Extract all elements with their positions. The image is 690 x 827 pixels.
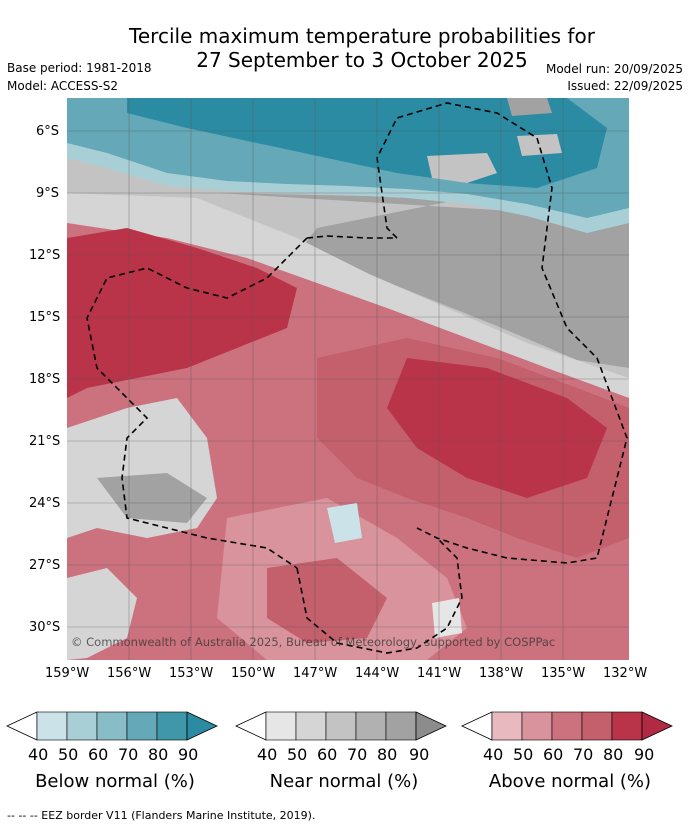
above-normal-colorbar-max-extend	[641, 711, 673, 741]
near-normal-patch-1	[427, 153, 497, 183]
lat-label-24s: 24°S	[29, 496, 61, 511]
near-normal-patch-3	[507, 98, 552, 116]
above-normal-colorbar-min-extend	[461, 711, 493, 741]
lat-label-15s: 15°S	[29, 310, 61, 325]
lat-label-30s: 30°S	[29, 620, 61, 635]
lat-label-18s: 18°S	[29, 372, 61, 387]
above-normal-colorbar-segment	[521, 711, 553, 741]
lon-label-156w: 156°W	[107, 666, 152, 681]
above-normal-colorbar-segment	[551, 711, 583, 741]
base-period: Base period: 1981-2018	[7, 61, 152, 75]
lon-label-138w: 138°W	[479, 666, 524, 681]
legend-colorbars	[6, 711, 673, 741]
legend1-tick-80: 80	[377, 745, 398, 764]
issued-date: Issued: 22/09/2025	[567, 79, 683, 93]
near-normal-colorbar-min-extend	[235, 711, 267, 741]
lon-label-135w: 135°W	[541, 666, 586, 681]
near-normal-colorbar-segment	[265, 711, 297, 741]
below-normal-colorbar-segment	[96, 711, 128, 741]
near-normal-colorbar	[235, 711, 447, 741]
legend1-tick-50: 50	[287, 745, 308, 764]
legend1-tick-70: 70	[347, 745, 368, 764]
legend-above-normal-label: Above normal (%)	[488, 771, 652, 792]
eez-border-center	[296, 235, 463, 654]
model-run: Model run: 20/09/2025	[545, 62, 683, 76]
below-normal-small-patch	[327, 503, 362, 543]
below-normal-colorbar-segment	[66, 711, 98, 741]
above-normal-colorbar-segment	[581, 711, 613, 741]
near-normal-south-patch	[67, 568, 137, 660]
legend2-tick-40: 40	[483, 745, 504, 764]
lon-label-141w: 141°W	[417, 666, 462, 681]
near-normal-colorbar-max-extend	[415, 711, 447, 741]
above-normal-colorbar-segment	[611, 711, 643, 741]
lon-label-159w: 159°W	[45, 666, 90, 681]
above-normal-core-east-dark	[387, 358, 607, 498]
lon-label-147w: 147°W	[293, 666, 338, 681]
legend-near-normal-label: Near normal (%)	[269, 771, 419, 792]
near-normal-colorbar-segment	[325, 711, 357, 741]
legend0-tick-90: 90	[178, 745, 199, 764]
below-normal-colorbar-segment	[156, 711, 188, 741]
below-normal-colorbar-min-extend	[6, 711, 38, 741]
above-normal-core-west	[67, 228, 297, 398]
lon-label-150w: 150°W	[231, 666, 276, 681]
lat-label-27s: 27°S	[29, 558, 61, 573]
legend1-tick-40: 40	[257, 745, 278, 764]
legend1-tick-90: 90	[409, 745, 430, 764]
copyright-text: © Commonwealth of Australia 2025, Bureau…	[71, 635, 555, 649]
below-normal-colorbar-segment	[36, 711, 68, 741]
map-title-line1: Tercile maximum temperature probabilitie…	[129, 24, 595, 48]
above-normal-south-core	[267, 558, 387, 643]
near-normal-light-band	[67, 193, 629, 398]
lat-label-21s: 21°S	[29, 434, 61, 449]
near-normal-southwest-dark	[97, 473, 207, 523]
near-normal-colorbar-segment	[355, 711, 387, 741]
below-normal-colorbar-segment	[126, 711, 158, 741]
map-title-line2: 27 September to 3 October 2025	[196, 48, 528, 72]
model-name: Model: ACCESS-S2	[7, 79, 119, 93]
lon-label-132w: 132°W	[603, 666, 648, 681]
lat-label-12s: 12°S	[29, 248, 61, 263]
below-normal-edge	[67, 143, 629, 233]
near-normal-patch-2	[517, 134, 562, 156]
below-normal-colorbar-max-extend	[186, 711, 218, 741]
legend-below-normal-label: Below normal (%)	[35, 771, 195, 792]
graticule	[67, 98, 629, 660]
legend0-tick-60: 60	[88, 745, 109, 764]
above-normal-colorbar-segment	[491, 711, 523, 741]
lat-label-9s: 9°S	[36, 186, 60, 201]
lon-label-153w: 153°W	[169, 666, 214, 681]
probability-map: © Commonwealth of Australia 2025, Bureau…	[67, 98, 629, 660]
near-normal-small-patch-south	[432, 598, 462, 638]
above-normal-colorbar	[461, 711, 673, 741]
lon-label-144w: 144°W	[355, 666, 400, 681]
legend2-tick-50: 50	[513, 745, 534, 764]
legend2-tick-80: 80	[603, 745, 624, 764]
legend0-tick-80: 80	[148, 745, 169, 764]
legend1-tick-60: 60	[317, 745, 338, 764]
eez-footnote: -- -- -- EEZ border V11 (Flanders Marine…	[7, 809, 316, 822]
near-normal-colorbar-segment	[385, 711, 417, 741]
legend2-tick-70: 70	[573, 745, 594, 764]
legend0-tick-70: 70	[118, 745, 139, 764]
near-normal-colorbar-segment	[295, 711, 327, 741]
lat-label-6s: 6°S	[36, 124, 60, 139]
legend0-tick-40: 40	[28, 745, 49, 764]
legend2-tick-60: 60	[543, 745, 564, 764]
legend0-tick-50: 50	[58, 745, 79, 764]
below-normal-colorbar	[6, 711, 218, 741]
legend2-tick-90: 90	[634, 745, 655, 764]
